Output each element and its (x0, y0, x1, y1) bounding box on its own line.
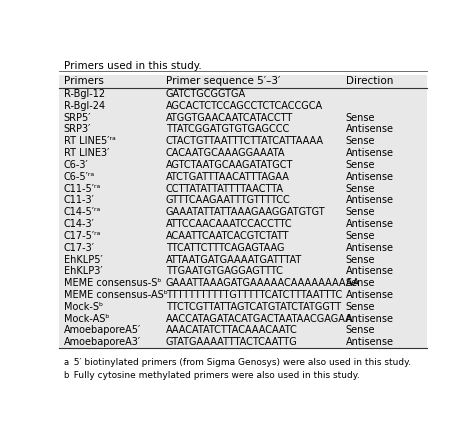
Text: SRP5′: SRP5′ (64, 113, 91, 123)
Text: CACAATGCAAAGGAAATA: CACAATGCAAAGGAAATA (166, 148, 285, 158)
Bar (59, 88, 427, 348)
Text: C11-5′ʳᵃ: C11-5′ʳᵃ (64, 184, 101, 194)
Text: C14-3′: C14-3′ (64, 219, 94, 229)
Text: Antisense: Antisense (346, 243, 394, 253)
Text: AmoebaporeA3′: AmoebaporeA3′ (64, 337, 141, 347)
Text: ATCTGATTTAACATTTAGAA: ATCTGATTTAACATTTAGAA (166, 172, 290, 182)
Text: R-Bgl-12: R-Bgl-12 (64, 89, 105, 99)
Text: EhKLP5′: EhKLP5′ (64, 255, 102, 264)
Text: C6-5′ʳᵃ: C6-5′ʳᵃ (64, 172, 95, 182)
Text: MEME consensus-Sᵇ: MEME consensus-Sᵇ (64, 278, 161, 288)
Text: C14-5′ʳᵃ: C14-5′ʳᵃ (64, 207, 101, 217)
Text: TTATCGGATGTGTGAGCCC: TTATCGGATGTGTGAGCCC (166, 125, 289, 134)
Text: Sense: Sense (346, 136, 375, 146)
Text: Direction: Direction (346, 76, 393, 86)
Text: Antisense: Antisense (346, 195, 394, 206)
Text: AAACATATCTTACAAACAATC: AAACATATCTTACAAACAATC (166, 325, 298, 336)
Text: Primer sequence 5′–3′: Primer sequence 5′–3′ (166, 76, 280, 86)
Text: Sense: Sense (346, 278, 375, 288)
Text: GATCTGCGGTGA: GATCTGCGGTGA (166, 89, 246, 99)
Text: C6-3′: C6-3′ (64, 160, 89, 170)
Text: EhKLP3′: EhKLP3′ (64, 267, 102, 276)
Text: AmoebaporeA5′: AmoebaporeA5′ (64, 325, 141, 336)
Text: Sense: Sense (346, 302, 375, 312)
Text: Sense: Sense (346, 113, 375, 123)
Text: Antisense: Antisense (346, 148, 394, 158)
Text: ATTAATGATGAAAATGATTTAT: ATTAATGATGAAAATGATTTAT (166, 255, 302, 264)
Text: 5′ biotinylated primers (from Sigma Genosys) were also used in this study.: 5′ biotinylated primers (from Sigma Geno… (68, 358, 411, 367)
Text: SRP3′: SRP3′ (64, 125, 91, 134)
Text: Antisense: Antisense (346, 125, 394, 134)
Text: Sense: Sense (346, 160, 375, 170)
Text: AACCATAGATACATGACTAATAACGAGAA: AACCATAGATACATGACTAATAACGAGAA (166, 314, 353, 324)
Text: C17-3′: C17-3′ (64, 243, 95, 253)
Bar (59, 75, 427, 88)
Text: MEME consensus-ASᵇ: MEME consensus-ASᵇ (64, 290, 167, 300)
Text: R-Bgl-24: R-Bgl-24 (64, 101, 105, 111)
Text: Antisense: Antisense (346, 267, 394, 276)
Text: AGCACTCTCCAGCCTCTCACCGCA: AGCACTCTCCAGCCTCTCACCGCA (166, 101, 323, 111)
Text: Antisense: Antisense (346, 290, 394, 300)
Text: CCTTATATTATTTTAACTTA: CCTTATATTATTTTAACTTA (166, 184, 284, 194)
Text: ATTCCAACAAATCCACCTTC: ATTCCAACAAATCCACCTTC (166, 219, 292, 229)
Text: Fully cytosine methylated primers were also used in this study.: Fully cytosine methylated primers were a… (68, 371, 360, 380)
Text: C11-3′: C11-3′ (64, 195, 94, 206)
Text: Antisense: Antisense (346, 172, 394, 182)
Text: Mock-Sᵇ: Mock-Sᵇ (64, 302, 103, 312)
Text: Sense: Sense (346, 255, 375, 264)
Text: GTATGAAAATTTACTCAATTG: GTATGAAAATTTACTCAATTG (166, 337, 298, 347)
Text: RT LINE5′ʳᵃ: RT LINE5′ʳᵃ (64, 136, 115, 146)
Text: TTCTCGTTATTAGTCATGTATCTATGGTT: TTCTCGTTATTAGTCATGTATCTATGGTT (166, 302, 341, 312)
Text: TTCATTCTTTCAGAGTAAG: TTCATTCTTTCAGAGTAAG (166, 243, 284, 253)
Text: TTGAATGTGAGGAGTTTC: TTGAATGTGAGGAGTTTC (166, 267, 283, 276)
Text: AGTCTAATGCAAGATATGCT: AGTCTAATGCAAGATATGCT (166, 160, 293, 170)
Text: CTACTGTTAATTTCTTATCATTAAAA: CTACTGTTAATTTCTTATCATTAAAA (166, 136, 324, 146)
Text: Sense: Sense (346, 231, 375, 241)
Text: Antisense: Antisense (346, 337, 394, 347)
Text: ATGGTGAACAATCATACCTT: ATGGTGAACAATCATACCTT (166, 113, 293, 123)
Text: C17-5′ʳᵃ: C17-5′ʳᵃ (64, 231, 101, 241)
Text: Sense: Sense (346, 325, 375, 336)
Text: Primers used in this study.: Primers used in this study. (64, 61, 201, 71)
Text: b: b (64, 371, 69, 380)
Text: GAAATATTATTAAAGAAGGATGTGT: GAAATATTATTAAAGAAGGATGTGT (166, 207, 326, 217)
Text: Antisense: Antisense (346, 314, 394, 324)
Text: Antisense: Antisense (346, 219, 394, 229)
Text: Sense: Sense (346, 207, 375, 217)
Text: TTTTTTTTTTTGTTTTTCATCTTTAATTTC: TTTTTTTTTTTGTTTTTCATCTTTAATTTC (166, 290, 342, 300)
Text: GAAATTAAAGATGAAAAACAAAAAAAAAA: GAAATTAAAGATGAAAAACAAAAAAAAAA (166, 278, 360, 288)
Text: ACAATTCAATCACGTCTATT: ACAATTCAATCACGTCTATT (166, 231, 289, 241)
Text: GTTTCAAGAATTTGTTTTCC: GTTTCAAGAATTTGTTTTCC (166, 195, 291, 206)
Text: Primers: Primers (64, 76, 103, 86)
Text: Sense: Sense (346, 184, 375, 194)
Text: a: a (64, 358, 69, 367)
Text: Mock-ASᵇ: Mock-ASᵇ (64, 314, 109, 324)
Text: RT LINE3′: RT LINE3′ (64, 148, 109, 158)
